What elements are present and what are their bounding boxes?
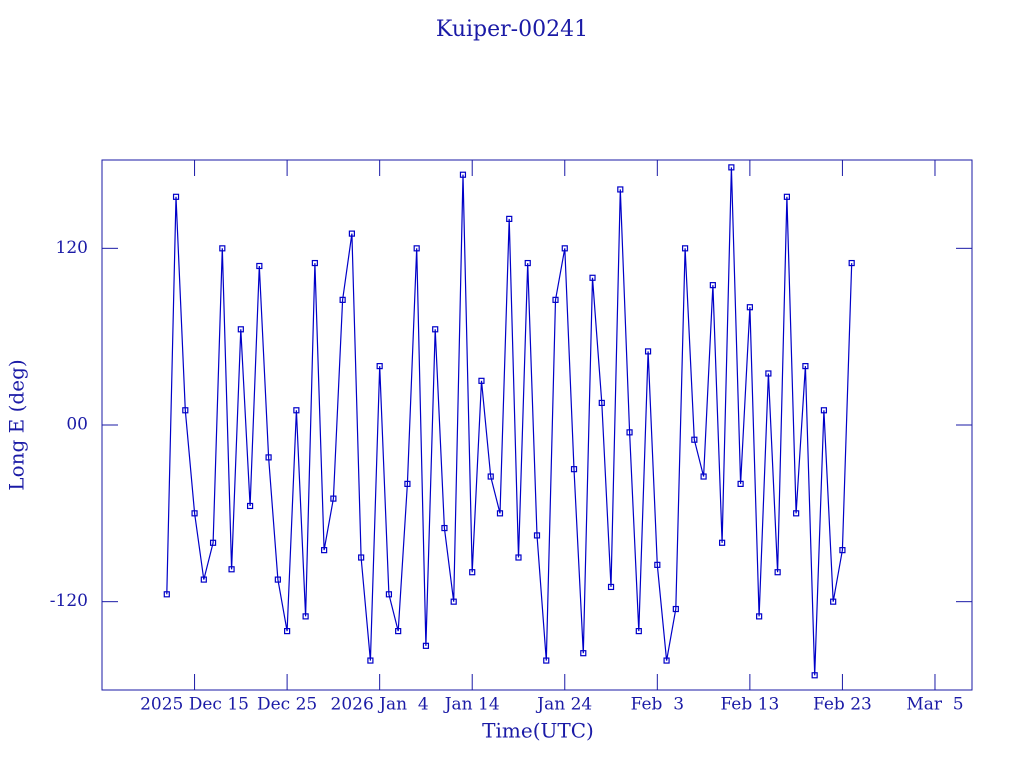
data-point: [746, 304, 753, 311]
data-point: [246, 502, 254, 510]
data-line: [166, 167, 853, 676]
x-tick-label: Feb 3: [631, 695, 684, 715]
data-point: [459, 171, 467, 178]
data-point: [376, 363, 383, 370]
data-point: [478, 377, 485, 384]
data-point: [293, 407, 300, 414]
data-point: [691, 436, 698, 443]
data-point: [200, 576, 207, 583]
data-point: [580, 650, 587, 657]
data-point: [598, 399, 605, 407]
x-tick-label: Feb 23: [813, 695, 872, 715]
x-tick-label: Jan 24: [535, 695, 592, 715]
data-point: [783, 193, 790, 200]
chart-title: Kuiper-00241: [436, 17, 588, 42]
data-point: [617, 186, 624, 193]
data-point: [681, 245, 689, 252]
data-point: [552, 296, 559, 303]
data-point: [237, 326, 244, 333]
x-tick-label: Mar 5: [906, 695, 963, 715]
data-point: [635, 628, 642, 635]
x-tick-label: 2026 Jan 4: [331, 695, 429, 715]
data-point: [348, 230, 355, 237]
data-point: [191, 510, 198, 517]
data-point: [487, 473, 494, 480]
data-point: [284, 628, 291, 635]
y-tick-label: -120: [50, 591, 88, 611]
data-point: [256, 262, 263, 270]
data-point: [321, 547, 328, 554]
data-point: [626, 429, 633, 436]
plot-area: [163, 164, 855, 679]
data-point: [432, 326, 439, 333]
x-tick-label: Jan 14: [443, 695, 500, 715]
data-point: [265, 454, 272, 461]
data-point: [515, 554, 522, 561]
data-point: [663, 657, 670, 664]
data-point: [570, 466, 578, 473]
data-point: [385, 591, 393, 598]
data-point: [561, 245, 568, 252]
data-point: [506, 215, 513, 222]
data-point: [311, 259, 318, 267]
data-point: [756, 613, 763, 620]
data-point: [848, 259, 855, 267]
x-tick-label: Feb 13: [720, 695, 779, 715]
data-point: [811, 672, 818, 679]
data-point: [607, 583, 615, 591]
data-point: [339, 296, 346, 303]
y-tick-label: 00: [66, 415, 88, 435]
data-point: [524, 259, 531, 267]
x-tick-label: 2025 Dec 15: [140, 695, 249, 715]
y-tick-label: 120: [56, 238, 88, 258]
data-point: [774, 569, 781, 576]
data-point: [589, 274, 596, 281]
data-point: [358, 554, 365, 561]
data-point: [793, 510, 800, 517]
data-point: [172, 193, 180, 200]
data-point: [228, 566, 235, 573]
data-point: [404, 480, 411, 487]
data-point: [163, 591, 170, 598]
data-point: [543, 657, 550, 664]
data-point: [830, 598, 837, 605]
data-point: [709, 282, 716, 289]
data-point: [441, 524, 448, 532]
data-point: [644, 348, 652, 355]
data-point: [209, 539, 217, 546]
data-point: [765, 370, 772, 377]
data-point: [219, 245, 226, 252]
data-point: [654, 561, 661, 568]
data-point: [820, 407, 828, 414]
data-point: [728, 164, 735, 171]
data-point: [839, 547, 846, 554]
data-point: [422, 642, 430, 649]
data-point: [413, 245, 420, 252]
x-tick-label: Dec 25: [257, 695, 317, 715]
data-point: [496, 510, 504, 517]
data-point: [182, 407, 189, 414]
data-point: [450, 598, 457, 605]
data-point: [700, 473, 707, 480]
data-point: [302, 613, 309, 620]
y-axis-label: Long E (deg): [5, 359, 29, 490]
plot-frame: [101, 159, 973, 691]
data-point: [469, 569, 476, 576]
data-point: [395, 628, 402, 635]
data-point: [533, 532, 541, 539]
data-point: [367, 657, 374, 664]
data-point: [330, 495, 337, 502]
data-point: [672, 605, 679, 613]
data-point: [737, 480, 744, 487]
data-point: [719, 539, 726, 546]
data-point: [274, 576, 281, 583]
x-axis-label: Time(UTC): [482, 719, 594, 743]
data-point: [802, 363, 809, 370]
